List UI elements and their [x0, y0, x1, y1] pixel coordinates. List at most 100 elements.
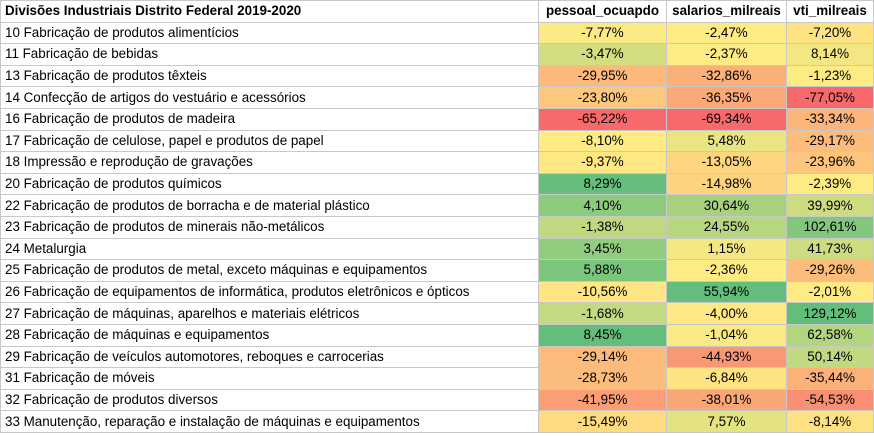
cell-salarios[interactable]: -1,04% — [666, 323, 787, 347]
cell-salarios[interactable]: -4,00% — [666, 302, 787, 325]
header-pessoal[interactable]: pessoal_ocuapdo — [538, 0, 667, 23]
cell-salarios[interactable]: -69,34% — [666, 107, 787, 131]
cell-salarios[interactable]: 1,15% — [666, 237, 787, 261]
table-row: 18 Impressão e reprodução de gravações -9… — [0, 151, 874, 174]
cell-pessoal[interactable]: -15,49% — [538, 410, 667, 433]
cell-division[interactable]: 14 Confecção de artigos do vestuário e a… — [0, 86, 539, 109]
header-division[interactable]: Divisões Industriais Distrito Federal 20… — [0, 0, 539, 23]
table-row: 29 Fabricação de veículos automotores, r… — [0, 345, 874, 369]
table-row: 24 Metalurgia 3,45% 1,15% 41,73% — [0, 237, 874, 261]
cell-division[interactable]: 31 Fabricação de móveis — [0, 367, 539, 390]
cell-division[interactable]: 29 Fabricação de veículos automotores, r… — [0, 345, 539, 369]
cell-vti[interactable]: -29,26% — [786, 259, 874, 282]
cell-vti[interactable]: -33,34% — [786, 107, 874, 131]
cell-division[interactable]: 10 Fabricação de produtos alimentícios — [0, 21, 539, 45]
cell-vti[interactable]: 41,73% — [786, 237, 874, 261]
table-row: 22 Fabricação de produtos de borracha e … — [0, 194, 874, 217]
table-row: 13 Fabricação de produtos têxteis -29,95%… — [0, 64, 874, 88]
cell-division[interactable]: 33 Manutenção, reparação e instalação de… — [0, 410, 539, 433]
cell-salarios[interactable]: 30,64% — [666, 194, 787, 217]
cell-division[interactable]: 17 Fabricação de celulose, papel e produ… — [0, 129, 539, 153]
table-row: 17 Fabricação de celulose, papel e produ… — [0, 129, 874, 153]
cell-salarios[interactable]: -14,98% — [666, 172, 787, 196]
cell-salarios[interactable]: -2,36% — [666, 259, 787, 282]
cell-division[interactable]: 20 Fabricação de produtos químicos — [0, 172, 539, 196]
cell-pessoal[interactable]: -10,56% — [538, 280, 667, 304]
table-row: 27 Fabricação de máquinas, aparelhos e m… — [0, 302, 874, 325]
cell-pessoal[interactable]: 8,45% — [538, 323, 667, 347]
cell-pessoal[interactable]: -9,37% — [538, 151, 667, 174]
cell-division[interactable]: 13 Fabricação de produtos têxteis — [0, 64, 539, 88]
cell-vti[interactable]: -7,20% — [786, 21, 874, 45]
cell-vti[interactable]: -2,01% — [786, 280, 874, 304]
cell-pessoal[interactable]: -7,77% — [538, 21, 667, 45]
cell-salarios[interactable]: -32,86% — [666, 64, 787, 88]
cell-pessoal[interactable]: -3,47% — [538, 43, 667, 66]
table-row: 16 Fabricação de produtos de madeira -65,… — [0, 107, 874, 131]
table-row: 31 Fabricação de móveis -28,73% -6,84% -35,… — [0, 367, 874, 390]
cell-vti[interactable]: -29,17% — [786, 129, 874, 153]
cell-vti[interactable]: 50,14% — [786, 345, 874, 369]
cell-pessoal[interactable]: -29,95% — [538, 64, 667, 88]
table-row: 32 Fabricação de produtos diversos -41,95… — [0, 388, 874, 412]
cell-vti[interactable]: 39,99% — [786, 194, 874, 217]
cell-pessoal[interactable]: -41,95% — [538, 388, 667, 412]
cell-salarios[interactable]: -38,01% — [666, 388, 787, 412]
cell-salarios[interactable]: -2,47% — [666, 21, 787, 45]
cell-division[interactable]: 18 Impressão e reprodução de gravações — [0, 151, 539, 174]
header-vti[interactable]: vti_milreais — [786, 0, 874, 23]
cell-division[interactable]: 11 Fabricação de bebidas — [0, 43, 539, 66]
cell-salarios[interactable]: -44,93% — [666, 345, 787, 369]
cell-salarios[interactable]: 55,94% — [666, 280, 787, 304]
cell-division[interactable]: 27 Fabricação de máquinas, aparelhos e m… — [0, 302, 539, 325]
table-row: 20 Fabricação de produtos químicos 8,29% -… — [0, 172, 874, 196]
cell-salarios[interactable]: -36,35% — [666, 86, 787, 109]
cell-vti[interactable]: -1,23% — [786, 64, 874, 88]
table-row: 33 Manutenção, reparação e instalação de… — [0, 410, 874, 433]
cell-division[interactable]: 25 Fabricação de produtos de metal, exce… — [0, 259, 539, 282]
cell-vti[interactable]: -35,44% — [786, 367, 874, 390]
cell-division[interactable]: 23 Fabricação de produtos de minerais nã… — [0, 215, 539, 239]
cell-vti[interactable]: -54,53% — [786, 388, 874, 412]
table-row: 14 Confecção de artigos do vestuário e a… — [0, 86, 874, 109]
cell-division[interactable]: 16 Fabricação de produtos de madeira — [0, 107, 539, 131]
cell-pessoal[interactable]: -8,10% — [538, 129, 667, 153]
cell-vti[interactable]: -8,14% — [786, 410, 874, 433]
table-row: 23 Fabricação de produtos de minerais nã… — [0, 215, 874, 239]
header-salarios[interactable]: salarios_milreais — [666, 0, 787, 23]
cell-pessoal[interactable]: -23,80% — [538, 86, 667, 109]
cell-division[interactable]: 32 Fabricação de produtos diversos — [0, 388, 539, 412]
cell-pessoal[interactable]: 8,29% — [538, 172, 667, 196]
cell-pessoal[interactable]: 5,88% — [538, 259, 667, 282]
cell-pessoal[interactable]: 4,10% — [538, 194, 667, 217]
cell-division[interactable]: 26 Fabricação de equipamentos de informá… — [0, 280, 539, 304]
cell-pessoal[interactable]: -65,22% — [538, 107, 667, 131]
cell-vti[interactable]: 8,14% — [786, 43, 874, 66]
table-row: 11 Fabricação de bebidas -3,47% -2,37% 8,14… — [0, 43, 874, 66]
cell-salarios[interactable]: 5,48% — [666, 129, 787, 153]
cell-salarios[interactable]: 7,57% — [666, 410, 787, 433]
cell-vti[interactable]: -2,39% — [786, 172, 874, 196]
cell-vti[interactable]: 102,61% — [786, 215, 874, 239]
cell-vti[interactable]: -77,05% — [786, 86, 874, 109]
cell-pessoal[interactable]: -1,68% — [538, 302, 667, 325]
cell-pessoal[interactable]: -29,14% — [538, 345, 667, 369]
cell-salarios[interactable]: 24,55% — [666, 215, 787, 239]
cell-division[interactable]: 22 Fabricação de produtos de borracha e … — [0, 194, 539, 217]
cell-salarios[interactable]: -13,05% — [666, 151, 787, 174]
cell-pessoal[interactable]: -1,38% — [538, 215, 667, 239]
cell-division[interactable]: 28 Fabricação de máquinas e equipamentos — [0, 323, 539, 347]
cell-vti[interactable]: -23,96% — [786, 151, 874, 174]
table-row: 25 Fabricação de produtos de metal, exce… — [0, 259, 874, 282]
table-row: 28 Fabricação de máquinas e equipamentos… — [0, 323, 874, 347]
cell-pessoal[interactable]: 3,45% — [538, 237, 667, 261]
cell-division[interactable]: 24 Metalurgia — [0, 237, 539, 261]
cell-salarios[interactable]: -6,84% — [666, 367, 787, 390]
cell-vti[interactable]: 62,58% — [786, 323, 874, 347]
table-row: 10 Fabricação de produtos alimentícios -7… — [0, 21, 874, 45]
cell-pessoal[interactable]: -28,73% — [538, 367, 667, 390]
cell-salarios[interactable]: -2,37% — [666, 43, 787, 66]
cell-vti[interactable]: 129,12% — [786, 302, 874, 325]
